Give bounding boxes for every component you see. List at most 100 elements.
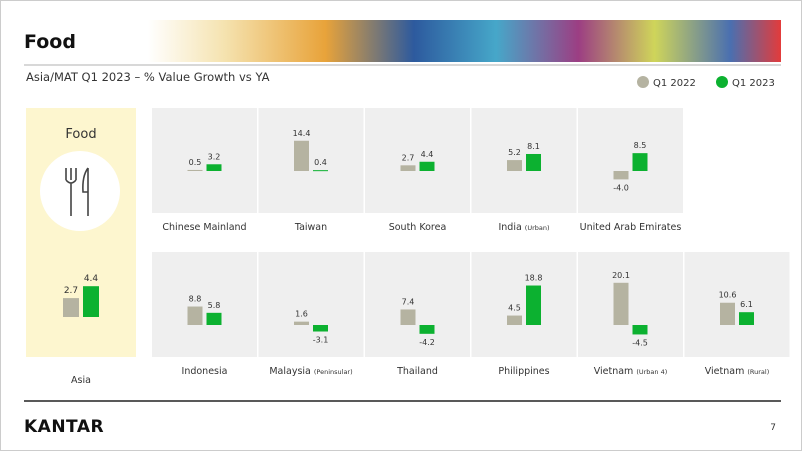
page-title: Food <box>24 31 76 53</box>
chart-title: Asia <box>71 375 91 386</box>
chart-title-text: Taiwan <box>294 222 327 233</box>
value-label: 4.5 <box>508 304 521 313</box>
bar <box>526 285 541 325</box>
chart-title: Chinese Mainland <box>162 222 246 233</box>
value-label: 0.4 <box>314 158 327 167</box>
value-label: 4.4 <box>421 150 434 159</box>
chart-title: Malaysia (Peninsular) <box>269 366 352 377</box>
chart-panel <box>684 252 790 357</box>
page-number: 7 <box>770 423 776 433</box>
bar <box>313 325 328 332</box>
bar <box>187 169 203 171</box>
chart-title-text: India <box>498 222 521 233</box>
chart-title: Thailand <box>396 366 438 377</box>
bar <box>507 160 522 171</box>
value-label: 8.1 <box>527 142 540 151</box>
value-label: -4.2 <box>419 338 435 347</box>
chart-title-text: Vietnam <box>594 366 634 377</box>
bar <box>400 165 416 171</box>
value-label: 0.5 <box>189 158 202 167</box>
header-image <box>148 20 781 62</box>
chart-title-text: Chinese Mainland <box>162 222 246 233</box>
bar <box>313 170 328 172</box>
value-label: 8.8 <box>189 295 202 304</box>
chart-title-note: (Rural) <box>747 368 769 376</box>
value-label: 5.2 <box>508 148 521 157</box>
value-label: 3.2 <box>208 152 221 161</box>
bar <box>400 309 416 325</box>
subtitle: Asia/MAT Q1 2023 – % Value Growth vs YA <box>26 70 270 84</box>
chart-title-text: Indonesia <box>182 366 228 377</box>
legend-label: Q1 2022 <box>653 78 696 89</box>
chart-title: United Arab Emirates <box>580 222 682 233</box>
value-label: 2.7 <box>64 286 78 296</box>
bar <box>632 153 648 171</box>
chart-title: Vietnam (Rural) <box>705 366 770 377</box>
bar <box>613 171 629 180</box>
value-label: 2.7 <box>402 153 415 162</box>
value-label: -4.0 <box>613 183 629 192</box>
value-label: 20.1 <box>612 271 630 280</box>
bar <box>294 140 309 171</box>
legend-label: Q1 2023 <box>732 78 775 89</box>
chart-title-text: Asia <box>71 375 91 386</box>
chart-title-text: Vietnam <box>705 366 745 377</box>
legend-swatch <box>716 76 728 88</box>
value-label: -3.1 <box>313 336 329 345</box>
icon-circle <box>40 151 120 231</box>
bar <box>63 298 79 317</box>
chart-panel <box>152 108 257 213</box>
value-label: 1.6 <box>295 310 308 319</box>
chart-title-text: Philippines <box>498 366 549 377</box>
brand-logo: KANTAR <box>24 417 104 437</box>
chart-title-text: South Korea <box>389 222 447 233</box>
chart-title: Taiwan <box>294 222 327 233</box>
value-label: 18.8 <box>525 274 543 283</box>
value-label: -4.5 <box>632 338 648 347</box>
bar <box>206 312 222 325</box>
chart-title-text: United Arab Emirates <box>580 222 682 233</box>
value-label: 4.4 <box>84 274 99 284</box>
bar <box>206 164 222 171</box>
bar <box>294 321 309 325</box>
chart-panel <box>258 252 364 357</box>
bar <box>83 286 99 317</box>
value-label: 7.4 <box>402 297 415 306</box>
bar <box>613 282 629 325</box>
chart-panel <box>578 108 683 213</box>
chart-panel <box>365 108 470 213</box>
panel-heading: Food <box>65 127 96 142</box>
chart-title-text: Malaysia <box>269 366 311 377</box>
cutlery-icon <box>65 167 89 216</box>
bar <box>526 153 541 171</box>
value-label: 5.8 <box>208 301 221 310</box>
bar <box>632 325 648 335</box>
chart-title: South Korea <box>389 222 447 233</box>
chart-title: Indonesia <box>182 366 228 377</box>
bar <box>507 315 522 325</box>
chart-title-note: (Urban) <box>525 224 550 232</box>
legend-swatch <box>637 76 649 88</box>
chart-panel <box>471 108 577 213</box>
bar <box>419 325 435 334</box>
bar <box>739 312 754 325</box>
chart-title: Vietnam (Urban 4) <box>594 366 668 377</box>
bar <box>419 161 435 171</box>
value-label: 6.1 <box>740 300 753 309</box>
asia-panel <box>26 108 136 357</box>
chart-panel <box>152 252 257 357</box>
chart-panel <box>578 252 683 357</box>
chart-title-note: (Peninsular) <box>314 368 353 376</box>
chart-panel <box>365 252 470 357</box>
value-label: 10.6 <box>719 291 737 300</box>
bar <box>187 306 203 325</box>
chart-title: Philippines <box>498 366 549 377</box>
value-label: 8.5 <box>634 141 647 150</box>
chart-panel <box>258 108 364 213</box>
chart-title: India (Urban) <box>498 222 549 233</box>
value-label: 14.4 <box>293 129 311 138</box>
bar <box>720 302 735 325</box>
chart-panel <box>471 252 577 357</box>
